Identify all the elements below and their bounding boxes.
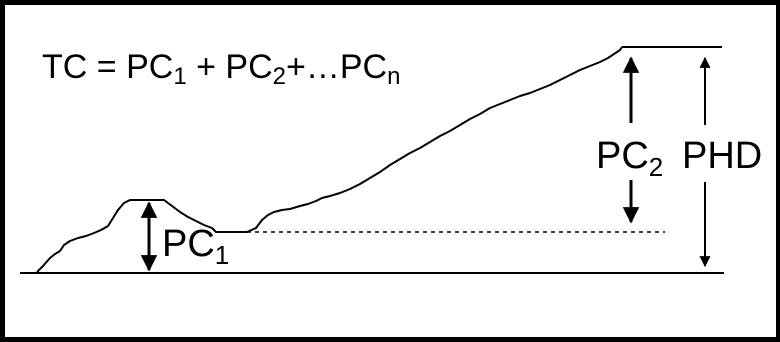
formula-pcn: PC xyxy=(340,48,387,86)
formula-pc2-subscript: 2 xyxy=(273,63,286,90)
pc1-label-subscript: 1 xyxy=(215,240,229,270)
pc2-label: PC2 xyxy=(596,135,663,182)
formula-pcn-subscript: n xyxy=(387,63,400,90)
formula-pc1: PC xyxy=(126,48,173,86)
formula-equals: = xyxy=(87,48,126,86)
formula-text: TC = PC1 + PC2+…PCn xyxy=(42,48,400,90)
formula-plus: + xyxy=(187,48,226,86)
formula-pc1-subscript: 1 xyxy=(173,63,186,90)
formula-tc: TC xyxy=(42,48,87,86)
formula-plus-ellipsis: +… xyxy=(286,48,340,86)
profile-curve xyxy=(36,46,623,273)
pc1-label-text: PC xyxy=(162,223,215,265)
formula-pc2: PC xyxy=(225,48,272,86)
pc2-label-subscript: 2 xyxy=(649,152,663,182)
pc2-label-text: PC xyxy=(596,135,649,177)
pc1-label: PC1 xyxy=(162,223,229,270)
phd-label: PHD xyxy=(682,135,762,177)
